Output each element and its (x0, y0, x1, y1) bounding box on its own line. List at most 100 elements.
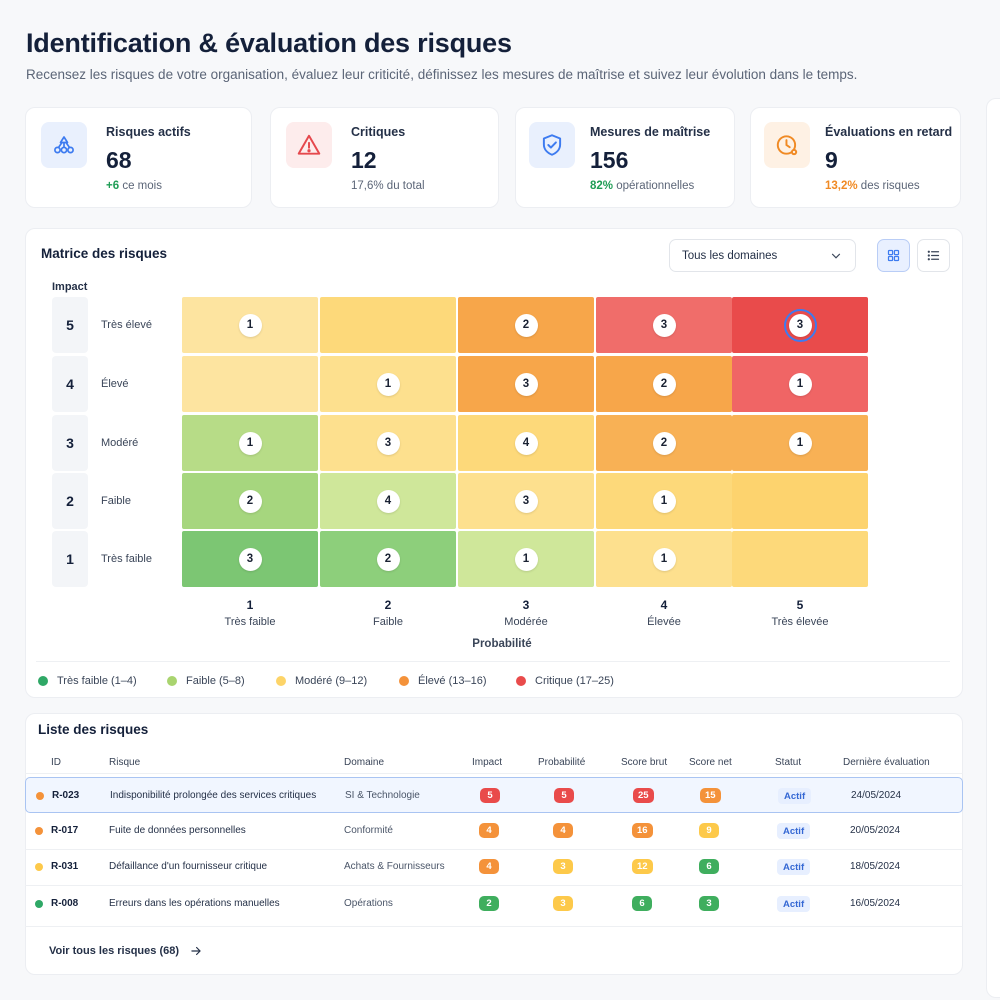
risk-count-badge[interactable]: 3 (783, 308, 817, 342)
matrix-cell[interactable]: 3 (596, 297, 732, 353)
kpi-label: Critiques (351, 125, 406, 139)
legend-item-very-low: Très faible (1–4) (38, 675, 137, 687)
matrix-cell[interactable]: 2 (182, 473, 318, 529)
matrix-cell[interactable]: 1 (596, 473, 732, 529)
risk-id: R-017 (51, 825, 79, 836)
column-header-net-score[interactable]: Score net (689, 757, 732, 768)
table-row[interactable]: R-031 Défaillance d'un fournisseur critiq… (25, 849, 963, 885)
column-header-risk[interactable]: Risque (109, 757, 141, 768)
shield-check-icon (529, 122, 575, 168)
risk-name[interactable]: Fuite de données personnelles (109, 825, 246, 836)
matrix-cell[interactable] (182, 356, 318, 412)
probability-level-number: 1 (246, 598, 254, 612)
matrix-cell[interactable]: 2 (458, 297, 594, 353)
domain-filter-select[interactable]: Tous les domaines (669, 239, 856, 272)
kpi-card-active-risks[interactable]: Risques actifs 68 +6 ce mois (25, 107, 252, 208)
gross-score-badge: 16 (632, 823, 653, 838)
matrix-cell[interactable]: 1 (182, 297, 318, 353)
matrix-cell[interactable] (732, 473, 868, 529)
impact-level-number: 5 (52, 297, 88, 353)
matrix-cell[interactable]: 1 (458, 531, 594, 587)
page-title: Identification & évaluation des risques (26, 28, 512, 58)
gross-score-badge: 25 (633, 788, 654, 803)
risk-count-badge[interactable]: 1 (376, 372, 400, 396)
matrix-cell[interactable] (732, 531, 868, 587)
risk-count-badge[interactable]: 3 (652, 313, 676, 337)
risk-count-badge[interactable]: 1 (514, 547, 538, 571)
risk-count-badge[interactable]: 3 (238, 547, 262, 571)
risk-count-badge[interactable]: 1 (788, 372, 812, 396)
row-divider (25, 885, 963, 886)
risk-count-badge[interactable]: 4 (514, 431, 538, 455)
matrix-cell[interactable]: 1 (732, 415, 868, 471)
impact-badge: 4 (479, 823, 499, 838)
matrix-cell[interactable]: 3 (320, 415, 456, 471)
risk-count-badge[interactable]: 1 (238, 431, 262, 455)
column-header-id[interactable]: ID (51, 757, 61, 768)
matrix-cell[interactable]: 4 (458, 415, 594, 471)
risk-count-badge[interactable]: 1 (788, 431, 812, 455)
matrix-cell[interactable]: 3 (458, 473, 594, 529)
matrix-cell[interactable] (320, 297, 456, 353)
risk-count-badge[interactable]: 2 (652, 431, 676, 455)
matrix-cell[interactable]: 1 (320, 356, 456, 412)
table-row[interactable]: R-023 Indisponibilité prolongée des servi… (25, 777, 963, 813)
impact-badge: 4 (479, 859, 499, 874)
matrix-cell[interactable]: 2 (320, 531, 456, 587)
matrix-cell[interactable]: 2 (596, 415, 732, 471)
risk-list-panel (25, 713, 963, 975)
last-evaluation-date: 20/05/2024 (850, 825, 901, 836)
column-header-domain[interactable]: Domaine (344, 757, 385, 768)
kpi-value: 68 (106, 147, 132, 173)
risk-count-badge[interactable]: 3 (514, 489, 538, 513)
risk-name[interactable]: Indisponibilité prolongée des services c… (110, 790, 317, 801)
column-header-gross-score[interactable]: Score brut (621, 757, 668, 768)
grid-view-button[interactable] (877, 239, 910, 272)
risk-name[interactable]: Erreurs dans les opérations manuelles (109, 898, 280, 909)
table-row[interactable]: R-008 Erreurs dans les opérations manuell… (25, 886, 963, 922)
column-header-status[interactable]: Statut (775, 757, 802, 768)
risk-count-badge[interactable]: 2 (514, 313, 538, 337)
impact-level-label: Très faible (101, 553, 152, 565)
legend-divider (36, 661, 950, 662)
probability-level-label: Élevée (647, 616, 681, 628)
matrix-cell[interactable]: 1 (182, 415, 318, 471)
risk-count-badge[interactable]: 3 (514, 372, 538, 396)
impact-level-label: Modéré (101, 437, 139, 449)
matrix-cell[interactable]: 3 (182, 531, 318, 587)
impact-level-number: 4 (52, 356, 88, 412)
risk-count-badge[interactable]: 1 (238, 313, 262, 337)
status-badge: Actif (777, 823, 811, 839)
probability-level-number: 5 (796, 598, 804, 612)
net-score-badge: 9 (699, 823, 719, 838)
kpi-label: Risques actifs (106, 125, 191, 139)
matrix-cell[interactable]: 4 (320, 473, 456, 529)
matrix-cell[interactable]: 2 (596, 356, 732, 412)
risk-count-badge[interactable]: 2 (376, 547, 400, 571)
risk-count-badge[interactable]: 4 (376, 489, 400, 513)
kpi-card-critical[interactable]: Critiques 12 17,6% du total (270, 107, 499, 208)
matrix-cell[interactable]: 3 (458, 356, 594, 412)
view-all-risks-link[interactable]: Voir tous les risques (68) (49, 944, 203, 958)
risk-domain: SI & Technologie (345, 790, 420, 801)
list-view-button[interactable] (917, 239, 950, 272)
column-header-probability[interactable]: Probabilité (538, 757, 586, 768)
column-header-last-evaluation[interactable]: Dernière évaluation (843, 757, 930, 768)
risk-count-badge[interactable]: 1 (652, 489, 676, 513)
risk-count-badge[interactable]: 2 (652, 372, 676, 396)
gross-score-badge: 12 (632, 859, 653, 874)
matrix-cell[interactable]: 1 (596, 531, 732, 587)
view-all-risks-label: Voir tous les risques (68) (49, 945, 180, 957)
risk-count-badge[interactable]: 1 (652, 547, 676, 571)
matrix-cell[interactable]: 1 (732, 356, 868, 412)
risk-domain: Conformité (344, 825, 393, 836)
risk-name[interactable]: Défaillance d'un fournisseur critique (109, 861, 268, 872)
risk-count-badge[interactable]: 2 (238, 489, 262, 513)
kpi-card-control-measures[interactable]: Mesures de maîtrise 156 82% opérationnel… (515, 107, 735, 208)
column-header-impact[interactable]: Impact (472, 757, 503, 768)
table-row[interactable]: R-017 Fuite de données personnelles Confor… (25, 813, 963, 849)
kpi-card-late-evaluations[interactable]: Évaluations en retard 9 13,2% des risque… (750, 107, 961, 208)
probability-badge: 4 (553, 823, 573, 838)
matrix-cell[interactable]: 3 (732, 297, 868, 353)
risk-count-badge[interactable]: 3 (376, 431, 400, 455)
